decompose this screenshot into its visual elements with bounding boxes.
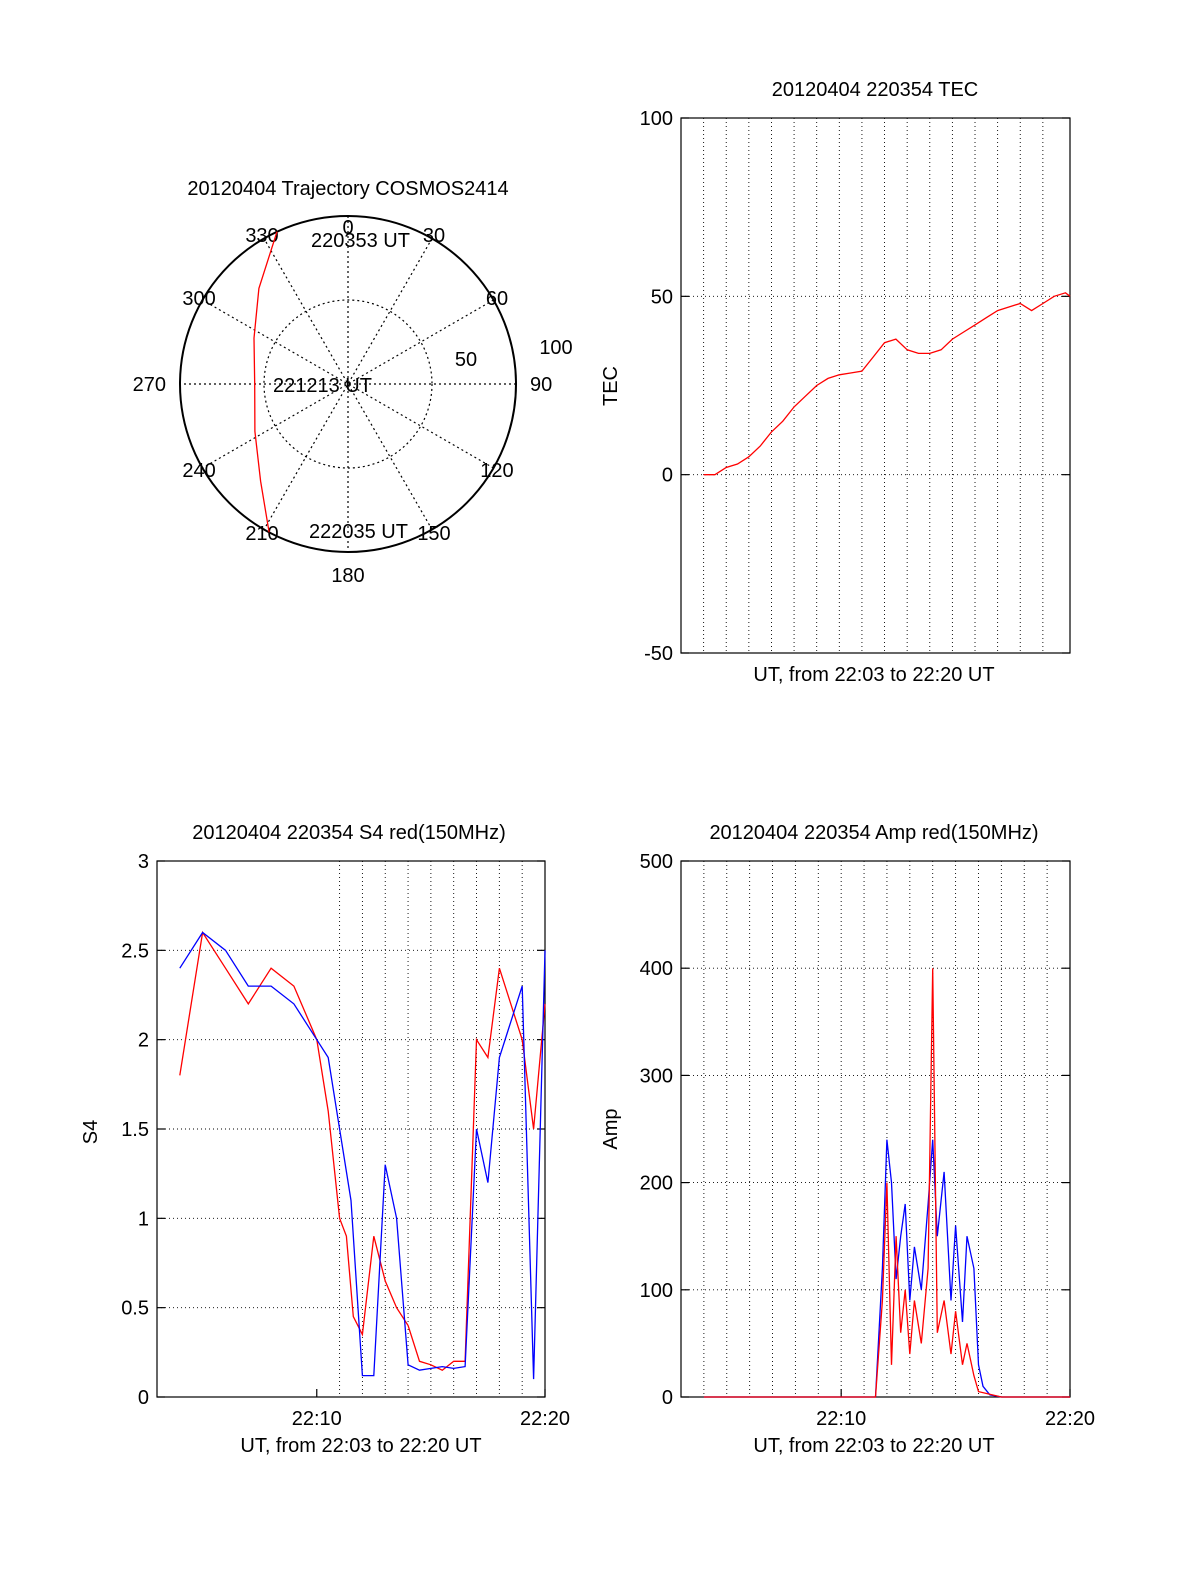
tec-x-axis-label: UT, from 22:03 to 22:20 UT xyxy=(753,664,994,686)
s4-ytick-label-3: 1.5 xyxy=(121,1119,149,1141)
polar-radial-label-50: 50 xyxy=(455,349,477,371)
tec-grid xyxy=(681,118,1070,653)
polar-track-label-mid: 221213 UT xyxy=(273,375,372,397)
tec-y-axis-label: TEC xyxy=(600,366,622,406)
amp-grid xyxy=(681,861,1070,1397)
s4-xtick-label-1: 22:20 xyxy=(520,1408,570,1430)
s4-y-ticks: 0 0.5 1 1.5 2 2.5 3 xyxy=(121,851,545,1409)
s4-x-axis-label: UT, from 22:03 to 22:20 UT xyxy=(240,1435,481,1457)
polar-azimuth-label-90: 90 xyxy=(530,374,552,396)
s4-chart: 20120404 220354 S4 red(150MHz) 0 0.5 1 1.5 2… xyxy=(80,822,570,1457)
s4-grid xyxy=(157,861,545,1397)
amp-x-ticks: 22:10 22:20 xyxy=(816,1389,1095,1430)
s4-blue-series-line xyxy=(179,931,546,1380)
polar-track-label-end: 222035 UT xyxy=(309,521,408,543)
amp-ytick-label-1: 100 xyxy=(640,1280,673,1302)
s4-xtick-label-0: 22:10 xyxy=(292,1408,342,1430)
polar-title: 20120404 Trajectory COSMOS2414 xyxy=(187,178,508,200)
amp-x-axis-label: UT, from 22:03 to 22:20 UT xyxy=(753,1435,994,1457)
polar-azimuth-label-120: 120 xyxy=(480,460,513,482)
amp-blue-series-line xyxy=(703,1139,1070,1398)
tec-ytick-label-3: 100 xyxy=(640,108,673,130)
polar-spoke-120 xyxy=(202,299,494,469)
amp-y-ticks: 0 100 200 300 400 500 xyxy=(640,851,1070,1409)
amp-chart: 20120404 220354 Amp red(150MHz) 0 100 200 3… xyxy=(600,822,1095,1457)
tec-ytick-label-2: 50 xyxy=(651,286,673,308)
amp-ytick-label-2: 200 xyxy=(640,1173,673,1195)
polar-radial-label-100: 100 xyxy=(539,337,572,359)
tec-title: 20120404 220354 TEC xyxy=(772,79,978,101)
s4-title: 20120404 220354 S4 red(150MHz) xyxy=(192,822,506,844)
polar-azimuth-label-60: 60 xyxy=(486,288,508,310)
polar-azimuth-label-30: 30 xyxy=(423,225,445,247)
polar-azimuth-label-240: 240 xyxy=(182,460,215,482)
amp-red-series-line xyxy=(703,968,1070,1398)
polar-track-line xyxy=(253,231,278,533)
amp-ytick-label-0: 0 xyxy=(662,1387,673,1409)
polar-spoke-60 xyxy=(202,299,494,469)
polar-azimuth-label-180: 180 xyxy=(331,565,364,587)
s4-ytick-label-4: 2 xyxy=(138,1030,149,1052)
polar-spokes xyxy=(180,216,516,552)
polar-trajectory-chart: 20120404 Trajectory COSMOS2414 0 30 60 90 12… xyxy=(133,178,573,587)
s4-ytick-label-0: 0 xyxy=(138,1387,149,1409)
polar-spoke-150 xyxy=(263,238,433,530)
tec-ytick-label-0: -50 xyxy=(644,643,673,665)
amp-y-axis-label: Amp xyxy=(600,1108,622,1149)
s4-red-series-line xyxy=(179,930,546,1371)
tec-plot-frame xyxy=(680,117,1071,654)
s4-ytick-label-6: 3 xyxy=(138,851,149,873)
polar-track-label-start: 220353 UT xyxy=(311,230,410,252)
s4-ytick-label-1: 0.5 xyxy=(121,1298,149,1320)
amp-ytick-label-5: 500 xyxy=(640,851,673,873)
s4-ytick-label-2: 1 xyxy=(138,1208,149,1230)
amp-xtick-label-1: 22:20 xyxy=(1045,1408,1095,1430)
amp-plot-frame xyxy=(680,860,1071,1398)
polar-azimuth-label-330: 330 xyxy=(245,225,278,247)
polar-azimuth-labels: 0 30 60 90 120 150 180 210 240 270 300 330 xyxy=(133,217,553,587)
polar-azimuth-label-0: 0 xyxy=(342,217,353,239)
amp-xtick-label-0: 22:10 xyxy=(816,1408,866,1430)
s4-ytick-label-5: 2.5 xyxy=(121,940,149,962)
amp-ytick-label-4: 400 xyxy=(640,958,673,980)
amp-title: 20120404 220354 Amp red(150MHz) xyxy=(709,822,1038,844)
polar-azimuth-label-270: 270 xyxy=(133,374,166,396)
tec-y-ticks: -50 0 50 100 xyxy=(640,108,1070,665)
s4-x-ticks: 22:10 22:20 xyxy=(292,1389,570,1430)
polar-azimuth-label-300: 300 xyxy=(182,288,215,310)
tec-series-line xyxy=(703,292,1071,476)
tec-ytick-label-1: 0 xyxy=(662,465,673,487)
polar-spoke-30 xyxy=(263,238,433,530)
polar-azimuth-label-150: 150 xyxy=(417,523,450,545)
polar-azimuth-label-210: 210 xyxy=(245,523,278,545)
s4-y-axis-label: S4 xyxy=(80,1120,102,1144)
s4-plot-frame xyxy=(156,860,546,1398)
amp-ytick-label-3: 300 xyxy=(640,1065,673,1087)
tec-chart: 20120404 220354 TEC -50 0 50 100 TEC UT, fr… xyxy=(600,79,1071,686)
